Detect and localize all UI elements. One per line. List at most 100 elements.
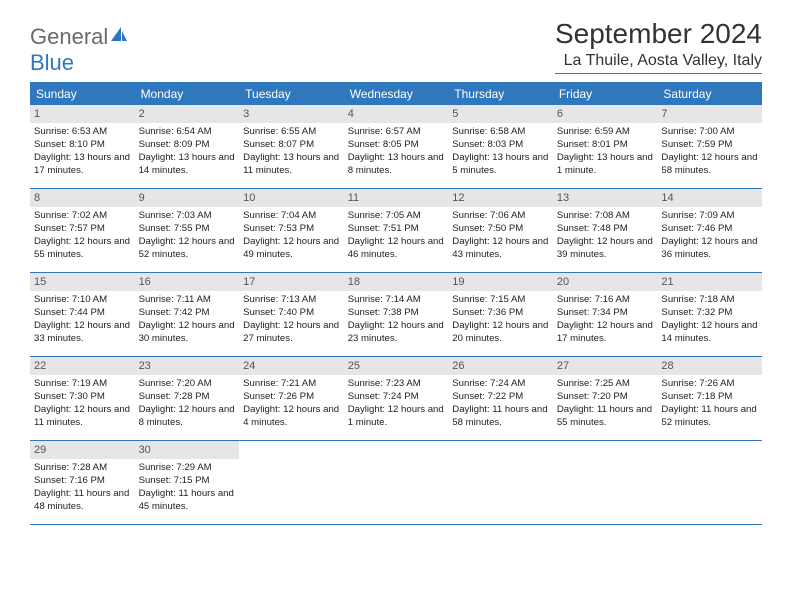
day-details: Sunrise: 7:18 AMSunset: 7:32 PMDaylight:… xyxy=(661,294,758,346)
logo-word-1: General xyxy=(30,24,108,49)
empty-cell xyxy=(448,441,553,525)
logo: General Blue xyxy=(30,18,128,76)
day-number: 11 xyxy=(344,189,449,207)
day-details: Sunrise: 7:00 AMSunset: 7:59 PMDaylight:… xyxy=(661,126,758,178)
day-number: 1 xyxy=(30,105,135,123)
day-cell: 13 Sunrise: 7:08 AMSunset: 7:48 PMDayligh… xyxy=(553,189,658,273)
day-number: 12 xyxy=(448,189,553,207)
day-details: Sunrise: 7:03 AMSunset: 7:55 PMDaylight:… xyxy=(139,210,236,262)
weekday-header: Saturday xyxy=(657,83,762,105)
day-number: 19 xyxy=(448,273,553,291)
day-cell: 10Sunrise: 7:04 AMSunset: 7:53 PMDayligh… xyxy=(239,189,344,273)
day-details: Sunrise: 6:59 AMSunset: 8:01 PMDaylight:… xyxy=(557,126,654,178)
day-details: Sunrise: 7:15 AMSunset: 7:36 PMDaylight:… xyxy=(452,294,549,346)
day-cell: 19 Sunrise: 7:15 AMSunset: 7:36 PMDayligh… xyxy=(448,273,553,357)
day-details: Sunrise: 7:24 AMSunset: 7:22 PMDaylight:… xyxy=(452,378,549,430)
day-details: Sunrise: 7:23 AMSunset: 7:24 PMDaylight:… xyxy=(348,378,445,430)
day-cell: 29Sunrise: 7:28 AMSunset: 7:16 PMDayligh… xyxy=(30,441,135,525)
day-number: 21 xyxy=(657,273,762,291)
day-number: 9 xyxy=(135,189,240,207)
day-details: Sunrise: 7:02 AMSunset: 7:57 PMDaylight:… xyxy=(34,210,131,262)
day-number: 22 xyxy=(30,357,135,375)
day-number: 3 xyxy=(239,105,344,123)
day-cell: 14 Sunrise: 7:09 AMSunset: 7:46 PMDayligh… xyxy=(657,189,762,273)
day-number: 13 xyxy=(553,189,658,207)
day-cell: 6 Sunrise: 6:59 AMSunset: 8:01 PMDaylight… xyxy=(553,105,658,189)
day-cell: 22 Sunrise: 7:19 AMSunset: 7:30 PMDayligh… xyxy=(30,357,135,441)
day-details: Sunrise: 6:58 AMSunset: 8:03 PMDaylight:… xyxy=(452,126,549,178)
month-title: September 2024 xyxy=(555,18,762,50)
day-number: 15 xyxy=(30,273,135,291)
empty-cell xyxy=(239,441,344,525)
day-number: 8 xyxy=(30,189,135,207)
day-cell: 23 Sunrise: 7:20 AMSunset: 7:28 PMDayligh… xyxy=(135,357,240,441)
day-cell: 30 Sunrise: 7:29 AMSunset: 7:15 PMDayligh… xyxy=(135,441,240,525)
calendar-grid: SundayMondayTuesdayWednesdayThursdayFrid… xyxy=(30,82,762,525)
day-number: 16 xyxy=(135,273,240,291)
day-number: 5 xyxy=(448,105,553,123)
day-cell: 5 Sunrise: 6:58 AMSunset: 8:03 PMDaylight… xyxy=(448,105,553,189)
day-details: Sunrise: 7:19 AMSunset: 7:30 PMDaylight:… xyxy=(34,378,131,430)
day-number: 29 xyxy=(30,441,135,459)
day-cell: 1 Sunrise: 6:53 AMSunset: 8:10 PMDaylight… xyxy=(30,105,135,189)
day-number: 17 xyxy=(239,273,344,291)
weekday-header: Friday xyxy=(553,83,658,105)
empty-cell xyxy=(657,441,762,525)
sail-icon xyxy=(110,26,128,42)
day-details: Sunrise: 7:20 AMSunset: 7:28 PMDaylight:… xyxy=(139,378,236,430)
day-details: Sunrise: 7:10 AMSunset: 7:44 PMDaylight:… xyxy=(34,294,131,346)
day-number: 26 xyxy=(448,357,553,375)
day-cell: 27 Sunrise: 7:25 AMSunset: 7:20 PMDayligh… xyxy=(553,357,658,441)
day-number: 23 xyxy=(135,357,240,375)
day-details: Sunrise: 7:21 AMSunset: 7:26 PMDaylight:… xyxy=(243,378,340,430)
day-number: 2 xyxy=(135,105,240,123)
day-number: 7 xyxy=(657,105,762,123)
day-details: Sunrise: 7:11 AMSunset: 7:42 PMDaylight:… xyxy=(139,294,236,346)
day-number: 14 xyxy=(657,189,762,207)
day-details: Sunrise: 7:04 AMSunset: 7:53 PMDaylight:… xyxy=(243,210,340,262)
day-cell: 3 Sunrise: 6:55 AMSunset: 8:07 PMDaylight… xyxy=(239,105,344,189)
day-cell: 4Sunrise: 6:57 AMSunset: 8:05 PMDaylight… xyxy=(344,105,449,189)
day-details: Sunrise: 7:26 AMSunset: 7:18 PMDaylight:… xyxy=(661,378,758,430)
day-details: Sunrise: 7:16 AMSunset: 7:34 PMDaylight:… xyxy=(557,294,654,346)
day-cell: 16 Sunrise: 7:11 AMSunset: 7:42 PMDayligh… xyxy=(135,273,240,357)
day-cell: 9 Sunrise: 7:03 AMSunset: 7:55 PMDaylight… xyxy=(135,189,240,273)
day-cell: 11Sunrise: 7:05 AMSunset: 7:51 PMDayligh… xyxy=(344,189,449,273)
weekday-header: Tuesday xyxy=(239,83,344,105)
day-details: Sunrise: 7:29 AMSunset: 7:15 PMDaylight:… xyxy=(139,462,236,514)
day-cell: 25 Sunrise: 7:23 AMSunset: 7:24 PMDayligh… xyxy=(344,357,449,441)
day-cell: 2Sunrise: 6:54 AMSunset: 8:09 PMDaylight… xyxy=(135,105,240,189)
day-cell: 15 Sunrise: 7:10 AMSunset: 7:44 PMDayligh… xyxy=(30,273,135,357)
empty-cell xyxy=(344,441,449,525)
day-details: Sunrise: 6:53 AMSunset: 8:10 PMDaylight:… xyxy=(34,126,131,178)
day-number: 6 xyxy=(553,105,658,123)
logo-word-2: Blue xyxy=(30,50,74,75)
day-details: Sunrise: 7:09 AMSunset: 7:46 PMDaylight:… xyxy=(661,210,758,262)
day-details: Sunrise: 7:08 AMSunset: 7:48 PMDaylight:… xyxy=(557,210,654,262)
empty-cell xyxy=(553,441,658,525)
day-number: 18 xyxy=(344,273,449,291)
weekday-header: Thursday xyxy=(448,83,553,105)
day-cell: 7 Sunrise: 7:00 AMSunset: 7:59 PMDaylight… xyxy=(657,105,762,189)
location: La Thuile, Aosta Valley, Italy xyxy=(555,52,762,74)
day-number: 27 xyxy=(553,357,658,375)
day-cell: 20Sunrise: 7:16 AMSunset: 7:34 PMDayligh… xyxy=(553,273,658,357)
day-details: Sunrise: 7:25 AMSunset: 7:20 PMDaylight:… xyxy=(557,378,654,430)
day-number: 30 xyxy=(135,441,240,459)
day-cell: 21 Sunrise: 7:18 AMSunset: 7:32 PMDayligh… xyxy=(657,273,762,357)
day-cell: 18 Sunrise: 7:14 AMSunset: 7:38 PMDayligh… xyxy=(344,273,449,357)
day-details: Sunrise: 7:06 AMSunset: 7:50 PMDaylight:… xyxy=(452,210,549,262)
header: General Blue September 2024 La Thuile, A… xyxy=(30,18,762,76)
day-details: Sunrise: 7:13 AMSunset: 7:40 PMDaylight:… xyxy=(243,294,340,346)
day-cell: 8 Sunrise: 7:02 AMSunset: 7:57 PMDaylight… xyxy=(30,189,135,273)
day-number: 24 xyxy=(239,357,344,375)
day-number: 28 xyxy=(657,357,762,375)
weekday-header: Wednesday xyxy=(344,83,449,105)
day-details: Sunrise: 6:55 AMSunset: 8:07 PMDaylight:… xyxy=(243,126,340,178)
day-details: Sunrise: 7:14 AMSunset: 7:38 PMDaylight:… xyxy=(348,294,445,346)
day-number: 25 xyxy=(344,357,449,375)
day-cell: 17 Sunrise: 7:13 AMSunset: 7:40 PMDayligh… xyxy=(239,273,344,357)
day-details: Sunrise: 6:57 AMSunset: 8:05 PMDaylight:… xyxy=(348,126,445,178)
day-cell: 12 Sunrise: 7:06 AMSunset: 7:50 PMDayligh… xyxy=(448,189,553,273)
day-cell: 26 Sunrise: 7:24 AMSunset: 7:22 PMDayligh… xyxy=(448,357,553,441)
